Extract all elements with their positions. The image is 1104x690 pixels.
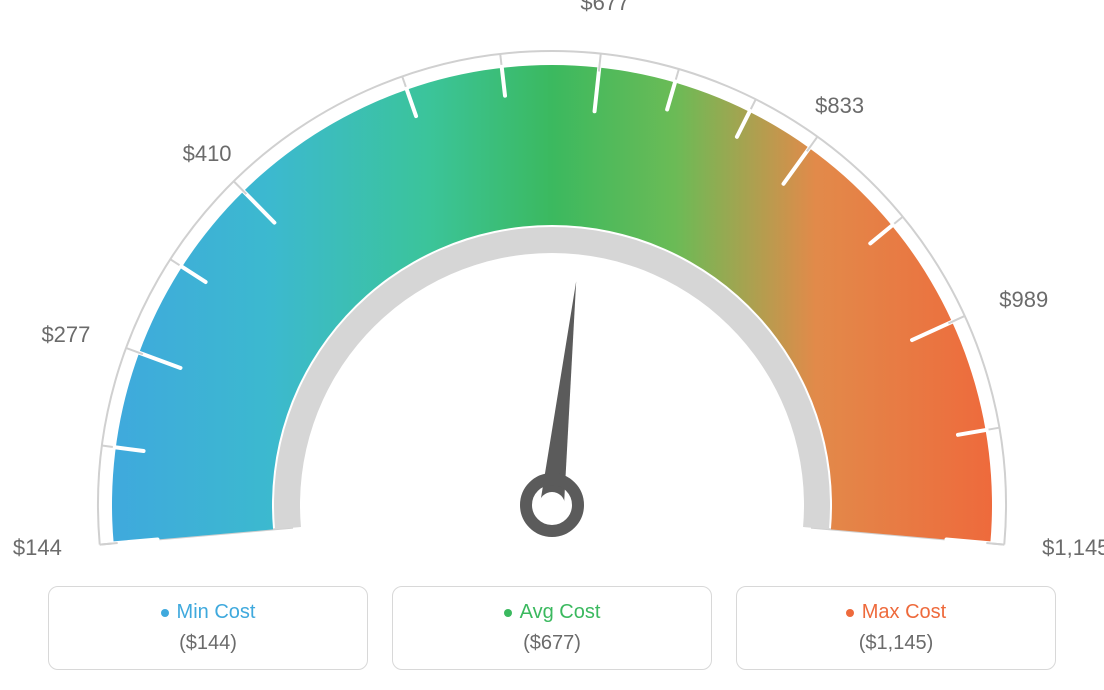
legend-card-max: Max Cost ($1,145) <box>736 586 1056 670</box>
legend-title-min: Min Cost <box>161 601 256 624</box>
legend-value-max: ($1,145) <box>737 632 1055 655</box>
gauge-area: $144 $277 $410 $677 $833 $989 $1,145 <box>0 0 1104 560</box>
gauge-tick-label: $1,145 <box>1042 535 1104 561</box>
gauge-svg <box>0 0 1104 560</box>
legend-card-avg: Avg Cost ($677) <box>392 586 712 670</box>
gauge-tick-label: $677 <box>580 0 629 16</box>
legend-card-min: Min Cost ($144) <box>48 586 368 670</box>
gauge-tick-label: $410 <box>183 141 232 167</box>
gauge-tick-label: $989 <box>999 287 1048 313</box>
gauge-tick-label: $144 <box>13 535 62 561</box>
legend-title-max: Max Cost <box>846 601 946 624</box>
legend-value-avg: ($677) <box>393 632 711 655</box>
gauge-chart-container: $144 $277 $410 $677 $833 $989 $1,145 Min Cost … <box>0 0 1104 690</box>
gauge-tick-label: $833 <box>815 93 864 119</box>
legend-title-avg: Avg Cost <box>504 601 601 624</box>
legend-row: Min Cost ($144) Avg Cost ($677) Max Cost… <box>0 586 1104 670</box>
legend-value-min: ($144) <box>49 632 367 655</box>
gauge-tick-label: $277 <box>41 322 90 348</box>
